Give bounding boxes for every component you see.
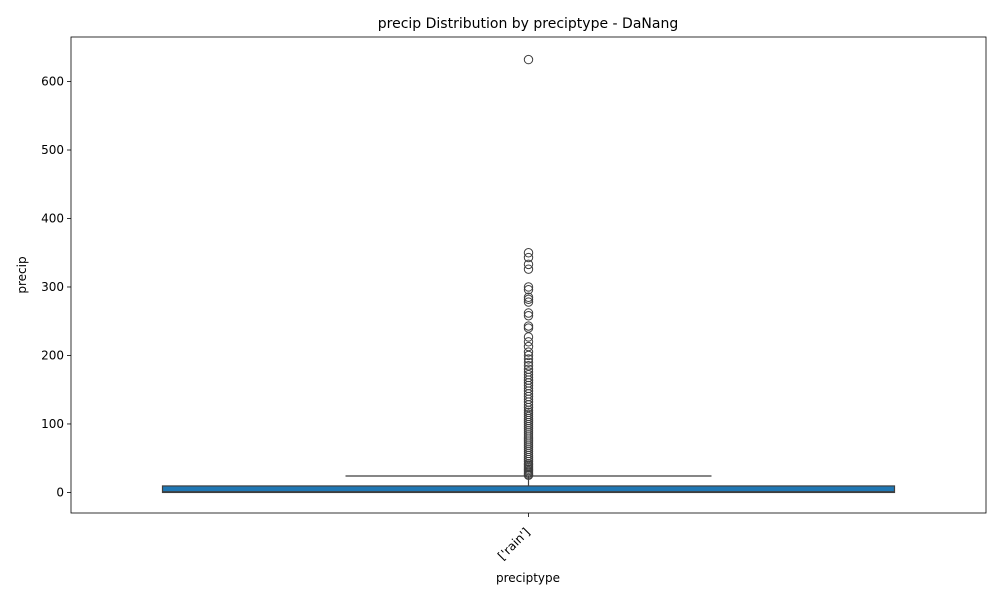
outlier-point (523, 350, 534, 361)
outlier-point (523, 347, 534, 357)
outlier-point (523, 248, 534, 258)
outlier-point (523, 354, 534, 364)
x-axis-label: preciptype (496, 571, 560, 585)
outlier-point (523, 297, 534, 307)
outlier-point (523, 294, 534, 305)
outlier-point (523, 341, 534, 352)
x-tick-label: ['rain'] (495, 525, 533, 563)
y-tick-label: 600 (41, 75, 64, 89)
outlier-point (523, 282, 534, 292)
outlier-point (523, 332, 534, 342)
outlier-point (523, 252, 534, 263)
y-tick-label: 300 (41, 280, 64, 294)
chart-title: precip Distribution by preciptype - DaNa… (378, 16, 678, 32)
outlier-point (523, 308, 534, 318)
outlier-point (523, 470, 534, 481)
outlier-point (523, 323, 534, 333)
outlier-point (523, 357, 534, 368)
y-axis-label: precip (15, 256, 29, 293)
y-tick-label: 200 (41, 348, 64, 362)
y-tick-label: 400 (41, 211, 64, 225)
y-tick-label: 500 (41, 143, 64, 157)
outlier-point (523, 402, 534, 413)
y-tick-label: 100 (41, 417, 64, 431)
outlier-point (523, 54, 534, 65)
plot-area: 0 100 200 300 400 500 600 ['rain'] (41, 36, 987, 563)
outlier-point (523, 321, 534, 331)
outlier-point (523, 311, 534, 321)
outlier-point (523, 285, 534, 295)
box (161, 485, 896, 494)
outlier-point (523, 337, 534, 347)
outlier-point (523, 259, 534, 270)
outlier-point (523, 361, 534, 371)
outlier-point (523, 400, 534, 410)
outlier-point (523, 264, 534, 274)
y-tick-label: 0 (56, 485, 64, 499)
